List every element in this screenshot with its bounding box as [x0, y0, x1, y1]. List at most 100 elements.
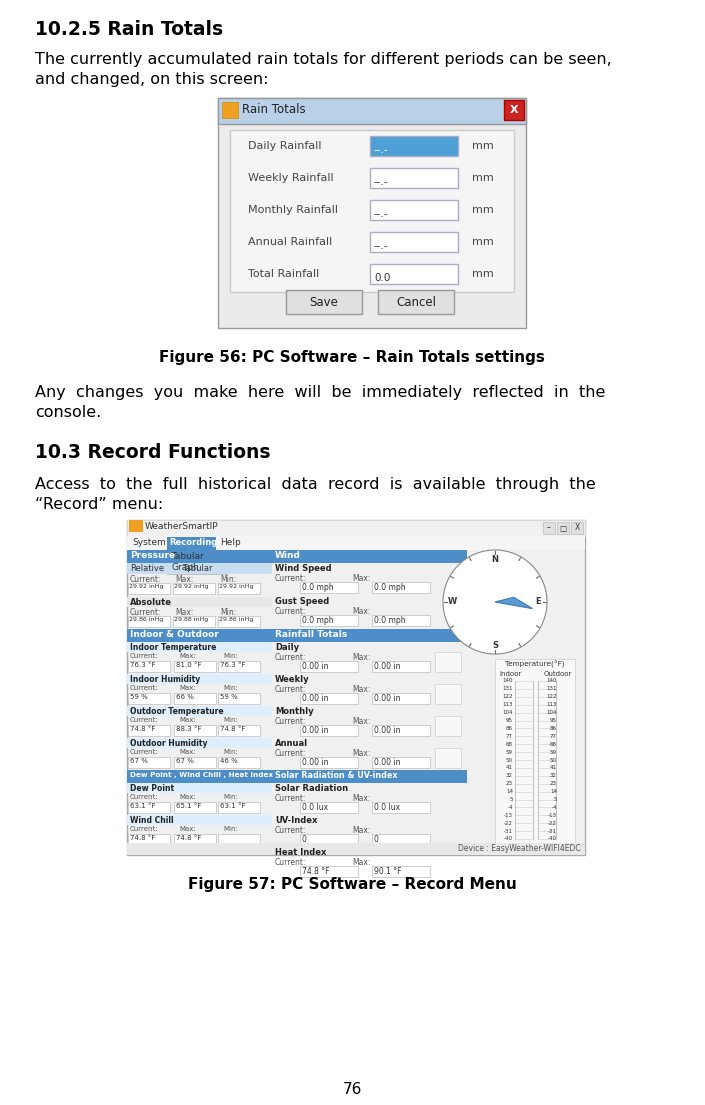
Bar	[286, 290, 362, 314]
Text: Max:: Max:	[352, 653, 370, 662]
Text: Tabular: Tabular	[182, 564, 212, 573]
Text: mm: mm	[472, 236, 493, 248]
Bar	[300, 693, 358, 704]
Bar	[127, 520, 585, 855]
Text: --.-: --.-	[374, 241, 388, 251]
Text: --.-: --.-	[374, 177, 388, 187]
Text: Daily Rainfall: Daily Rainfall	[248, 141, 321, 151]
Text: 140: 140	[546, 678, 557, 684]
Bar	[218, 834, 260, 845]
Text: --.-: --.-	[374, 145, 388, 155]
Text: 59: 59	[550, 749, 557, 755]
Text: 29.86 inHg: 29.86 inHg	[219, 617, 253, 622]
Text: 0.00 in: 0.00 in	[374, 726, 400, 735]
Bar	[167, 550, 227, 573]
Text: Current:: Current:	[275, 717, 307, 726]
Text: Max:: Max:	[352, 794, 370, 803]
Text: Max:: Max:	[179, 749, 196, 755]
Text: 0.00 in: 0.00 in	[374, 662, 400, 671]
Text: Max:: Max:	[179, 827, 196, 832]
Text: 0.0 mph: 0.0 mph	[374, 615, 405, 625]
Text: mm: mm	[472, 173, 493, 183]
Text: -4: -4	[551, 804, 557, 810]
Bar	[300, 615, 358, 627]
Bar	[127, 843, 585, 855]
Text: UV-Index: UV-Index	[275, 815, 317, 825]
Bar	[370, 136, 458, 156]
Text: Max:: Max:	[175, 608, 193, 617]
Text: 0.00 in: 0.00 in	[302, 758, 329, 767]
Text: Outdoor Temperature: Outdoor Temperature	[130, 707, 223, 716]
Text: X: X	[510, 105, 518, 115]
Bar	[300, 757, 358, 768]
Bar	[128, 693, 170, 704]
Text: Total Rainfall: Total Rainfall	[248, 269, 319, 278]
Bar	[128, 661, 170, 672]
Bar	[370, 200, 458, 220]
Text: 59 %: 59 %	[220, 694, 238, 699]
Bar	[174, 757, 216, 768]
Bar	[174, 725, 216, 736]
Text: Rainfall Totals: Rainfall Totals	[275, 630, 348, 639]
Bar	[378, 290, 454, 314]
Bar	[127, 642, 272, 652]
Text: Max:: Max:	[352, 857, 370, 867]
Text: Max:: Max:	[179, 794, 196, 800]
Text: Monthly: Monthly	[275, 707, 314, 716]
Text: 63.1 °F: 63.1 °F	[220, 803, 245, 809]
Text: Min:: Min:	[220, 608, 236, 617]
Text: Daily: Daily	[275, 643, 299, 652]
Text: E: E	[535, 598, 541, 607]
Text: -22: -22	[548, 821, 557, 825]
Bar	[370, 232, 458, 252]
Text: Indoor Humidity: Indoor Humidity	[130, 675, 200, 684]
Bar	[435, 684, 461, 704]
Text: Monthly Rainfall: Monthly Rainfall	[248, 206, 338, 215]
Bar	[127, 770, 272, 783]
Bar	[128, 757, 170, 768]
Text: --.-: --.-	[374, 209, 388, 219]
Text: 74.8 °F: 74.8 °F	[220, 726, 245, 732]
Bar	[174, 834, 216, 845]
Text: Current:: Current:	[130, 653, 159, 659]
Bar	[174, 661, 216, 672]
Text: 77: 77	[506, 734, 513, 739]
Text: N: N	[491, 555, 498, 564]
Text: Current:: Current:	[275, 794, 307, 803]
Text: Current:: Current:	[130, 717, 159, 723]
Text: Figure 57: PC Software – Record Menu: Figure 57: PC Software – Record Menu	[188, 877, 516, 892]
Bar	[127, 738, 272, 748]
Bar	[218, 802, 260, 813]
Text: Current:: Current:	[275, 857, 307, 867]
Text: 66 %: 66 %	[176, 694, 194, 699]
Text: 95: 95	[506, 718, 513, 723]
Text: Absolute: Absolute	[130, 598, 172, 607]
Text: Min:: Min:	[223, 653, 238, 659]
Bar	[230, 130, 514, 292]
Bar	[218, 693, 260, 704]
Text: 32: 32	[550, 774, 557, 778]
Text: 122: 122	[503, 694, 513, 699]
Bar	[129, 520, 143, 532]
Text: 90.1 °F: 90.1 °F	[374, 867, 402, 876]
Polygon shape	[495, 598, 532, 609]
Text: 29.92 inHg: 29.92 inHg	[174, 585, 209, 589]
Text: Current:: Current:	[275, 827, 307, 835]
Text: 29.92 inHg: 29.92 inHg	[129, 585, 164, 589]
Text: 104: 104	[546, 711, 557, 715]
Bar	[272, 629, 467, 642]
Text: Current:: Current:	[130, 749, 159, 755]
Text: 41: 41	[506, 766, 513, 770]
Text: 68: 68	[506, 741, 513, 747]
Text: Indoor & Outdoor: Indoor & Outdoor	[130, 630, 219, 639]
Text: 0: 0	[302, 835, 307, 844]
Text: 95: 95	[550, 718, 557, 723]
Text: Dew Point , Wind Chill , Heat Index: Dew Point , Wind Chill , Heat Index	[130, 772, 273, 778]
Text: System: System	[132, 538, 166, 547]
Bar	[127, 706, 272, 716]
Bar	[272, 770, 467, 783]
Text: Max:: Max:	[352, 607, 370, 615]
Text: and changed, on this screen:: and changed, on this screen:	[35, 72, 269, 87]
Text: Wind Chill: Wind Chill	[130, 815, 173, 825]
Text: Solar Radiation & UV-index: Solar Radiation & UV-index	[275, 771, 398, 780]
